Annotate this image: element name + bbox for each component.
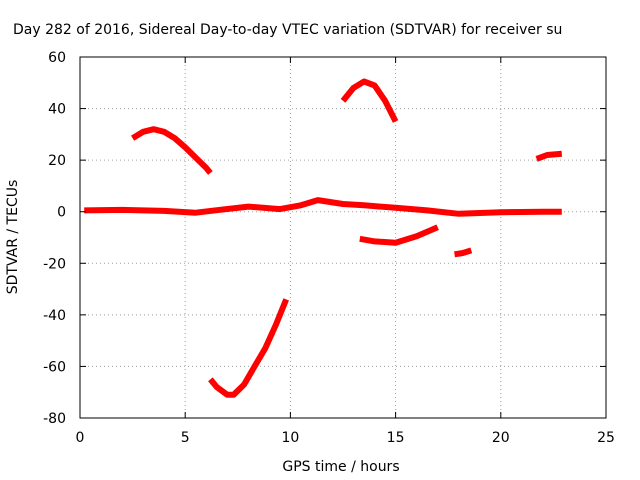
y-tick-label: 40 [48, 102, 66, 118]
x-tick-label: 5 [181, 430, 190, 446]
series-arc-a [131, 126, 213, 175]
y-tick-label: -20 [43, 256, 66, 272]
x-tick-labels: 0 5 10 15 20 25 [76, 430, 615, 446]
data-series [84, 78, 563, 398]
series-baseline [84, 197, 562, 217]
x-tick-label: 0 [76, 430, 85, 446]
series-arc-b [208, 298, 289, 398]
plot-frame [79, 56, 607, 419]
y-tick-label: 60 [48, 50, 66, 66]
chart-title: Day 282 of 2016, Sidereal Day-to-day VTE… [13, 22, 562, 38]
y-tick-labels: -80 -60 -40 -20 0 20 40 60 [43, 50, 66, 427]
axis-ticks [79, 56, 607, 419]
y-axis-label: SDTVAR / TECUs [5, 180, 21, 295]
y-tick-label: -40 [43, 308, 66, 324]
series-arc-f [535, 150, 563, 162]
y-tick-label: 0 [57, 205, 66, 221]
y-tick-label: -60 [43, 359, 66, 375]
series-arc-c [340, 78, 399, 123]
x-tick-label: 20 [492, 430, 510, 446]
series-arc-e [454, 247, 473, 258]
x-tick-label: 25 [597, 430, 615, 446]
x-tick-label: 10 [281, 430, 299, 446]
y-tick-label: -80 [43, 411, 66, 427]
x-axis-label: GPS time / hours [282, 459, 399, 475]
grid [80, 57, 606, 418]
series-arc-d [359, 224, 439, 246]
y-tick-label: 20 [48, 153, 66, 169]
x-tick-label: 15 [387, 430, 405, 446]
